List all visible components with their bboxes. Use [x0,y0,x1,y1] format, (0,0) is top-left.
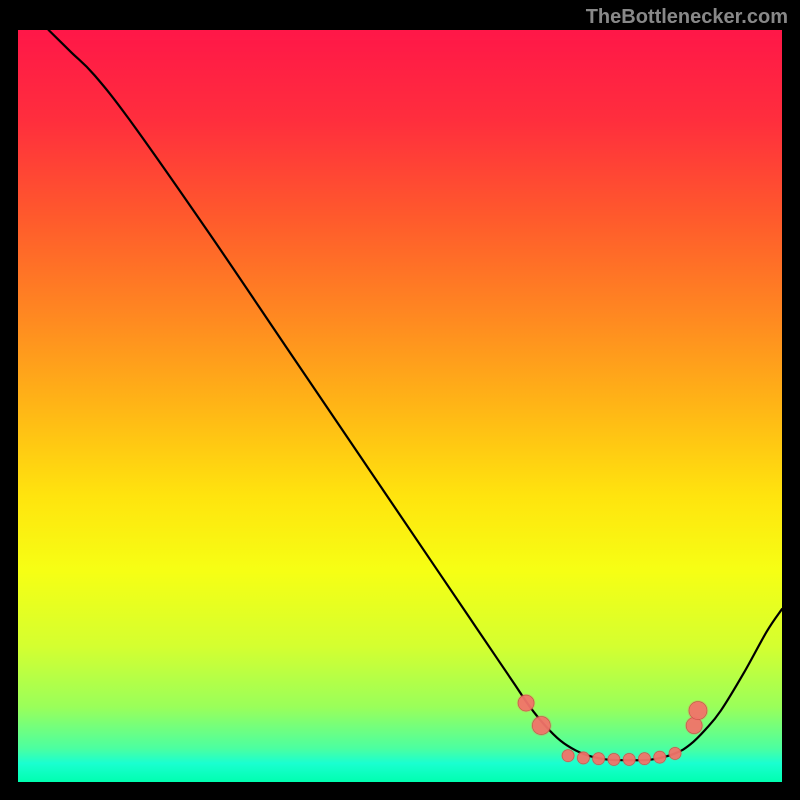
plot-area [18,30,782,782]
curve-marker [608,753,620,765]
curve-marker [577,752,589,764]
watermark-text: TheBottlenecker.com [586,6,788,29]
plot-inner [18,30,782,782]
bottleneck-curve [49,30,782,760]
curve-marker [593,753,605,765]
curve-marker [623,753,635,765]
curve-marker [638,753,650,765]
curve-marker [532,717,550,735]
curve-layer [18,30,782,782]
marker-group [517,694,708,767]
curve-marker [562,750,574,762]
curve-marker [669,747,681,759]
curve-marker [518,695,534,711]
curve-marker [689,702,707,720]
curve-marker [654,751,666,763]
